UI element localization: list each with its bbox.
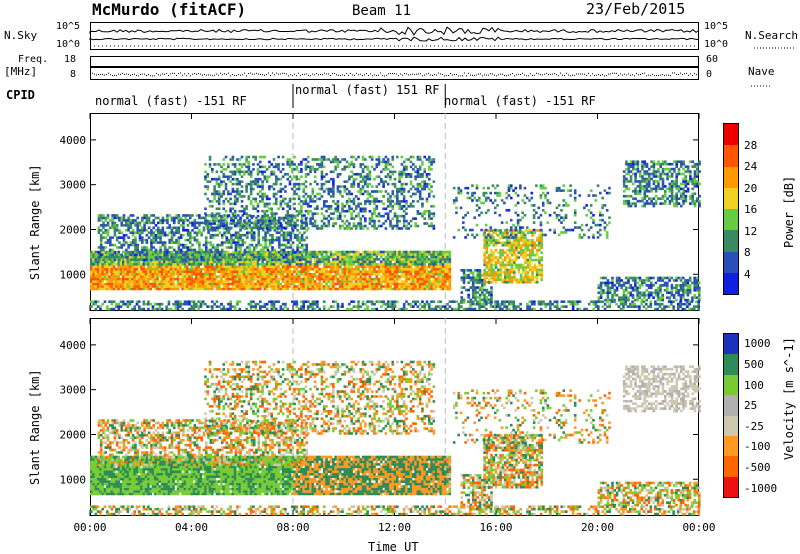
power-colorbar <box>723 123 739 295</box>
power-colorbar-tick-0: 28 <box>744 138 758 152</box>
velocity-colorbar-tick-0: 1000 <box>744 337 771 351</box>
power-colorbar-band-4 <box>724 209 738 231</box>
xtick-label-5: 20:00 <box>581 521 614 534</box>
velocity-colorbar-band-4 <box>724 415 738 436</box>
scatter-region-0-5 <box>452 184 611 239</box>
velocity-colorbar-tick-4: -25 <box>744 419 764 433</box>
ytick-label-1-0: 4000 <box>60 339 87 352</box>
nave-tick-high: 60 <box>706 54 719 65</box>
scatter-region-0-7 <box>622 160 701 208</box>
nsearch-tick-low: 10^0 <box>704 39 729 50</box>
velocity-colorbar-tick-3: 25 <box>744 399 758 413</box>
velocity-colorbar-band-0 <box>724 334 738 355</box>
site-title: McMurdo (fitACF) <box>92 0 247 19</box>
xtick-label-0: 00:00 <box>73 521 106 534</box>
power-colorbar-band-1 <box>724 145 738 167</box>
velocity-colorbar-tick-1: 500 <box>744 357 764 371</box>
nsearch-label: N.Search <box>745 29 798 42</box>
velocity-colorbar-tick-5: -100 <box>744 440 771 454</box>
velocity-colorbar-band-6 <box>724 456 738 477</box>
scatter-region-1-2 <box>204 360 436 435</box>
ytick-label-0-3: 1000 <box>60 268 87 281</box>
scatter-region-1-0 <box>90 455 452 496</box>
xtick-label-3: 12:00 <box>378 521 411 534</box>
ytick-label-0-2: 2000 <box>60 223 87 236</box>
scatter-region-1-1 <box>97 419 309 467</box>
power-colorbar-tick-6: 4 <box>744 267 751 281</box>
velocity-colorbar-band-3 <box>724 395 738 416</box>
beam-label: Beam 11 <box>352 3 412 19</box>
ytick-label-0-0: 4000 <box>60 134 87 147</box>
freq-label: Freq. <box>18 54 49 65</box>
power-colorbar-tick-4: 12 <box>744 224 758 238</box>
power-colorbar-band-3 <box>724 187 738 209</box>
xtick-label-6: 00:00 <box>682 521 715 534</box>
xtick-label-4: 16:00 <box>479 521 512 534</box>
scatter-region-1-6 <box>597 481 701 507</box>
nsky-panel <box>90 22 699 50</box>
power-colorbar-band-2 <box>724 166 738 188</box>
power-colorbar-label: Power [dB] <box>782 175 796 248</box>
xtick-label-1: 04:00 <box>175 521 208 534</box>
power-colorbar-band-0 <box>724 124 738 146</box>
power-colorbar-tick-3: 16 <box>744 203 758 216</box>
velocity-colorbar-label: Velocity [m s^-1] <box>782 337 796 460</box>
date-label: 23/Feb/2015 <box>586 0 686 18</box>
power-ylabel: Slant Range [km] <box>28 164 42 280</box>
freq-unit: [MHz] <box>4 65 38 78</box>
nsearch-trace <box>89 36 700 42</box>
cpid-segment-1: normal (fast) -151 RF <box>95 94 247 108</box>
power-colorbar-tick-2: 20 <box>744 181 758 195</box>
velocity-colorbar-band-2 <box>724 374 738 396</box>
velocity-colorbar-tick-7: -1000 <box>744 481 778 495</box>
ytick-label-1-1: 3000 <box>60 384 87 397</box>
power-colorbar-band-7 <box>724 272 738 294</box>
velocity-ylabel: Slant Range [km] <box>28 369 42 485</box>
nave-label: Nave <box>748 65 775 78</box>
xtick-label-2: 08:00 <box>276 521 309 534</box>
power-colorbar-band-6 <box>724 251 738 273</box>
nsky-label: N.Sky <box>4 29 38 42</box>
power-colorbar-tick-1: 24 <box>744 160 758 173</box>
nsky-tick-high: 10^5 <box>56 21 81 32</box>
velocity-colorbar-tick-6: -500 <box>744 461 771 475</box>
power-colorbar-tick-5: 8 <box>744 246 751 259</box>
nave-trace <box>90 72 699 77</box>
nsky-tick-low: 10^0 <box>56 39 81 50</box>
ytick-label-0-1: 3000 <box>60 179 87 192</box>
velocity-colorbar-band-7 <box>724 476 738 497</box>
ytick-label-1-3: 1000 <box>60 473 87 486</box>
freq-tick-low: 8 <box>70 69 77 80</box>
ytick-label-1-2: 2000 <box>60 428 87 441</box>
velocity-colorbar <box>723 333 739 498</box>
scatter-region-1-7 <box>622 365 701 413</box>
velocity-colorbar-band-5 <box>724 435 738 457</box>
scatter-region-0-6 <box>597 276 701 302</box>
cpid-label: CPID <box>6 88 35 102</box>
velocity-colorbar-tick-2: 100 <box>744 378 764 392</box>
freq-tick-high: 18 <box>64 54 77 65</box>
scatter-region-0-8 <box>90 300 701 311</box>
scatter-region-1-5 <box>452 389 611 444</box>
scatter-region-0-0 <box>90 250 452 291</box>
cpid-segment-3: normal (fast) -151 RF <box>444 94 596 108</box>
cpid-segment-2: normal (fast) 151 RF <box>295 83 440 97</box>
x-axis-title: Time UT <box>368 540 419 554</box>
velocity-colorbar-band-1 <box>724 354 738 375</box>
nsearch-tick-high: 10^5 <box>704 21 729 32</box>
power-colorbar-band-5 <box>724 230 738 252</box>
scatter-region-0-2 <box>204 155 436 230</box>
scatter-region-1-8 <box>90 505 701 516</box>
nave-tick-low: 0 <box>706 69 713 80</box>
nsky-trace <box>89 26 700 36</box>
